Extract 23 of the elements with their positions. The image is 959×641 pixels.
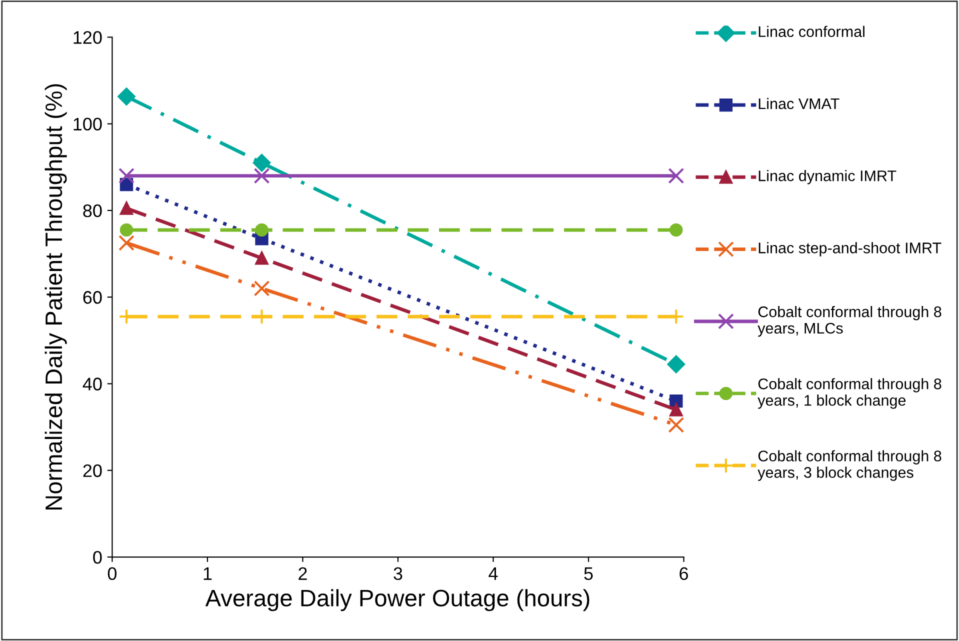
y-tick-label: 80 (83, 204, 102, 218)
x-tick-label: 4 (488, 567, 498, 580)
y-axis-title: Normalized Daily Patient Throughput (%) (44, 84, 67, 510)
legend-label: Cobalt conformal through 8 years, 1 block change (758, 378, 942, 409)
x-tick-label: 1 (204, 567, 212, 580)
y-tick-label: 0 (93, 550, 102, 564)
x-axis-title: Average Daily Power Outage (hours) (205, 589, 590, 612)
x-tick-label: 6 (680, 567, 688, 580)
x-tick-label: 5 (584, 567, 593, 580)
legend-label: Cobalt conformal through 8 years, MLCs (758, 306, 942, 337)
legend-label: Cobalt conformal through 8 years, 3 block changes (758, 450, 942, 481)
y-tick-label: 100 (74, 118, 102, 131)
y-tick-label: 20 (83, 464, 102, 478)
legend-label: Linac dynamic IMRT (758, 170, 896, 184)
y-tick-label: 40 (82, 378, 102, 390)
legend-label: Linac conformal (758, 26, 864, 38)
x-tick-label: 3 (394, 567, 402, 580)
x-tick-label: 0 (108, 567, 117, 580)
y-tick-label: 120 (74, 31, 102, 44)
legend-label: Linac step-and-shoot IMRT (758, 242, 942, 256)
x-tick-label: 2 (298, 567, 307, 580)
y-tick-label: 60 (83, 291, 102, 304)
legend-label: Linac VMAT (758, 98, 840, 110)
